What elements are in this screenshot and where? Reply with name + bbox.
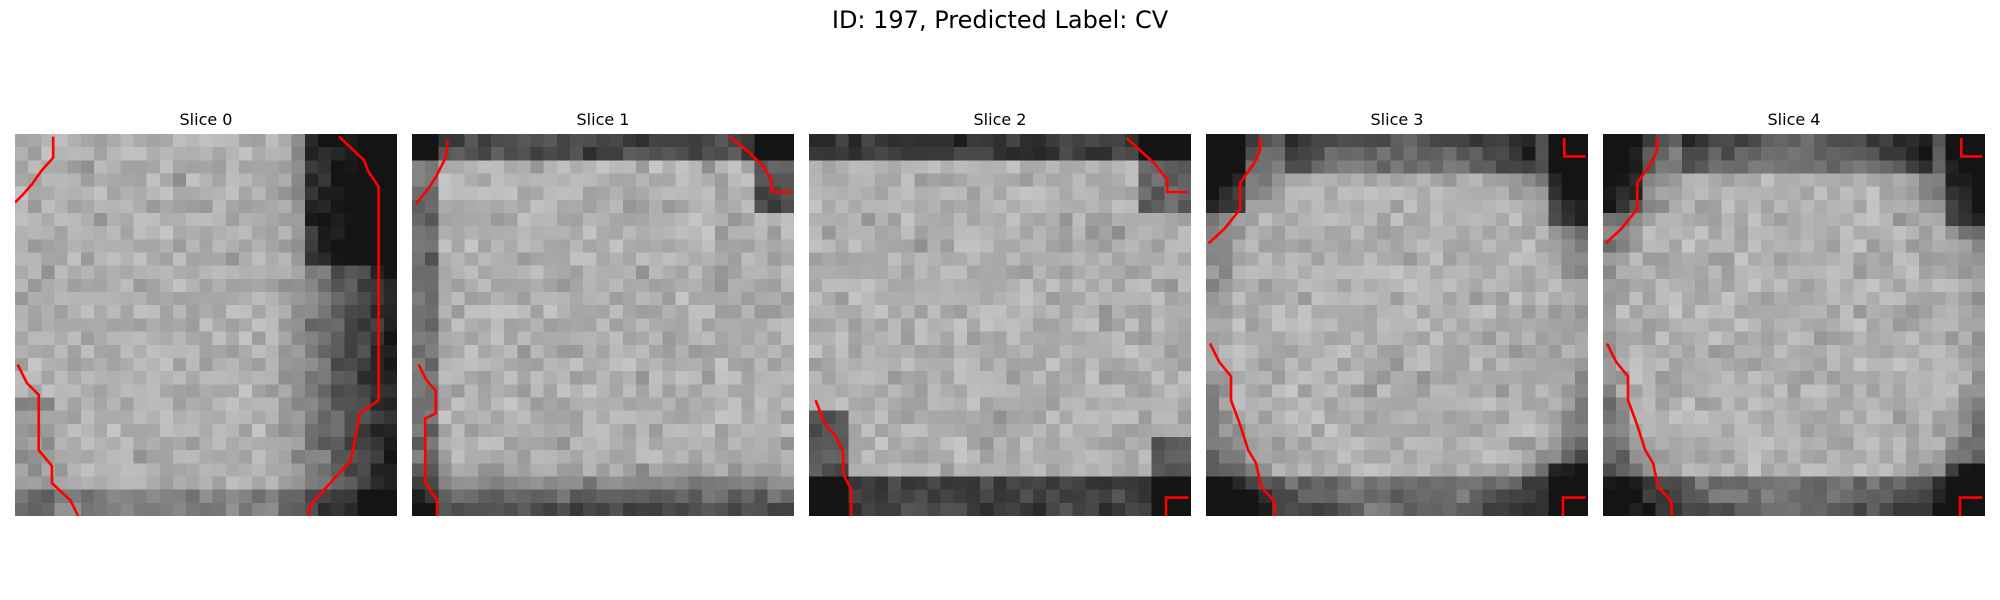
slice-image <box>809 134 1191 516</box>
contour-line <box>16 363 80 516</box>
contour-line <box>1207 138 1262 245</box>
contour-line <box>1604 138 1659 245</box>
slice-panel: Slice 2 <box>809 110 1191 520</box>
slice-image <box>1603 134 1985 516</box>
slice-title: Slice 3 <box>1370 110 1424 129</box>
contour-line <box>1561 496 1586 516</box>
slice-image <box>15 134 397 516</box>
slice-panel: Slice 3 <box>1206 110 1588 520</box>
slice-panel: Slice 4 <box>1603 110 1985 520</box>
contour-line <box>1958 496 1983 516</box>
slice-title: Slice 1 <box>576 110 630 129</box>
contour-line <box>417 363 439 516</box>
contour-line <box>728 135 792 194</box>
figure-title: ID: 197, Predicted Label: CV <box>831 6 1169 34</box>
slice-image <box>1206 134 1588 516</box>
pixel-grid <box>809 134 1191 516</box>
pixel-grid <box>412 134 794 516</box>
contour-line <box>1959 138 1983 158</box>
contour-line <box>307 135 380 516</box>
contour-line <box>1125 137 1189 194</box>
pixel-grid <box>1603 134 1985 516</box>
slice-panel: Slice 0 <box>15 110 397 520</box>
slice-title: Slice 4 <box>1767 110 1821 129</box>
slice-title: Slice 2 <box>973 110 1027 129</box>
pixel-grid <box>1206 134 1588 516</box>
contour-line <box>1562 138 1586 158</box>
contour-line <box>814 399 853 516</box>
contour-line <box>414 140 449 205</box>
contour-line <box>1208 342 1276 516</box>
slice-image <box>412 134 794 516</box>
slice-title: Slice 0 <box>179 110 233 129</box>
pixel-grid <box>15 134 397 516</box>
contour-line <box>1605 342 1673 516</box>
contour-line <box>1164 496 1189 516</box>
contour-line <box>15 136 55 204</box>
slice-panel: Slice 1 <box>412 110 794 520</box>
